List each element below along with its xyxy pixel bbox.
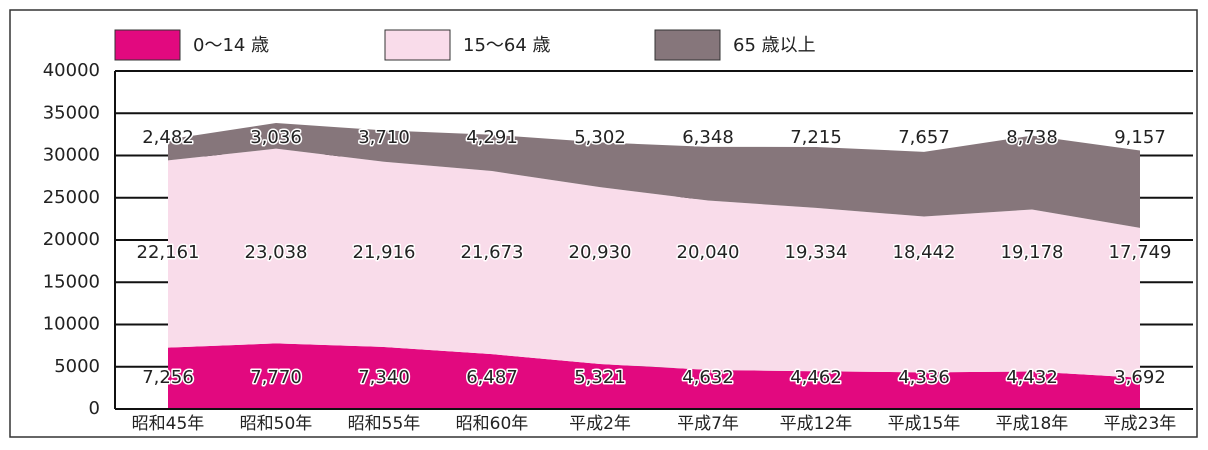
legend-label: 65 歳以上: [733, 35, 816, 56]
area: [168, 148, 1140, 378]
x-tick-label: 昭和50年: [240, 414, 313, 434]
y-tick-label: 25000: [43, 187, 100, 208]
value-label: 4,336: [898, 367, 950, 388]
value-label: 7,340: [358, 367, 410, 388]
value-label: 21,916: [353, 242, 416, 263]
value-label: 23,038: [245, 242, 308, 263]
y-tick-label: 40000: [43, 60, 100, 81]
value-label: 7,657: [898, 127, 950, 148]
value-label: 3,036: [250, 127, 302, 148]
x-tick-label: 昭和60年: [456, 414, 529, 434]
value-label: 4,432: [1006, 367, 1058, 388]
legend-swatch: [114, 29, 181, 61]
value-label: 21,673: [461, 242, 524, 263]
value-label: 5,321: [574, 367, 626, 388]
x-tick-label: 平成7年: [677, 414, 739, 434]
x-tick-label: 平成23年: [1104, 414, 1177, 434]
value-label: 4,462: [790, 367, 842, 388]
value-label: 17,749: [1109, 242, 1172, 263]
chart-border: [9, 9, 1198, 438]
value-label: 5,302: [574, 127, 626, 148]
value-label: 9,157: [1114, 127, 1166, 148]
value-label: 19,178: [1001, 242, 1064, 263]
legend-label: 0〜14 歳: [193, 35, 269, 56]
x-tick-label: 平成12年: [780, 414, 853, 434]
value-label: 3,692: [1114, 367, 1166, 388]
value-label: 3,710: [358, 127, 410, 148]
x-tick-label: 平成2年: [569, 414, 631, 434]
x-tick-label: 昭和45年: [132, 414, 205, 434]
y-tick-label: 20000: [43, 229, 100, 250]
y-tick-label: 10000: [43, 314, 100, 335]
x-tick-label: 平成18年: [996, 414, 1069, 434]
value-label: 7,770: [250, 367, 302, 388]
legend-swatch: [384, 29, 451, 61]
legend-label: 15〜64 歳: [463, 35, 551, 56]
value-label: 18,442: [893, 242, 956, 263]
value-label: 6,348: [682, 127, 734, 148]
x-tick-label: 昭和55年: [348, 414, 421, 434]
value-label: 22,161: [137, 242, 200, 263]
value-label: 20,930: [569, 242, 632, 263]
y-tick-label: 5000: [54, 356, 100, 377]
area: [168, 343, 1140, 409]
value-label: 8,738: [1006, 127, 1058, 148]
x-tick-label: 平成15年: [888, 414, 961, 434]
value-label: 4,291: [466, 127, 518, 148]
value-label: 7,215: [790, 127, 842, 148]
value-label: 7,256: [142, 367, 194, 388]
y-tick-label: 0: [89, 398, 100, 419]
legend-swatch: [654, 29, 721, 61]
value-label: 2,482: [142, 127, 194, 148]
y-tick-label: 15000: [43, 271, 100, 292]
area: [168, 123, 1140, 228]
value-label: 20,040: [677, 242, 740, 263]
y-tick-label: 30000: [43, 145, 100, 166]
value-label: 4,632: [682, 367, 734, 388]
value-label: 6,487: [466, 367, 518, 388]
value-label: 19,334: [785, 242, 848, 263]
y-tick-label: 35000: [43, 102, 100, 123]
